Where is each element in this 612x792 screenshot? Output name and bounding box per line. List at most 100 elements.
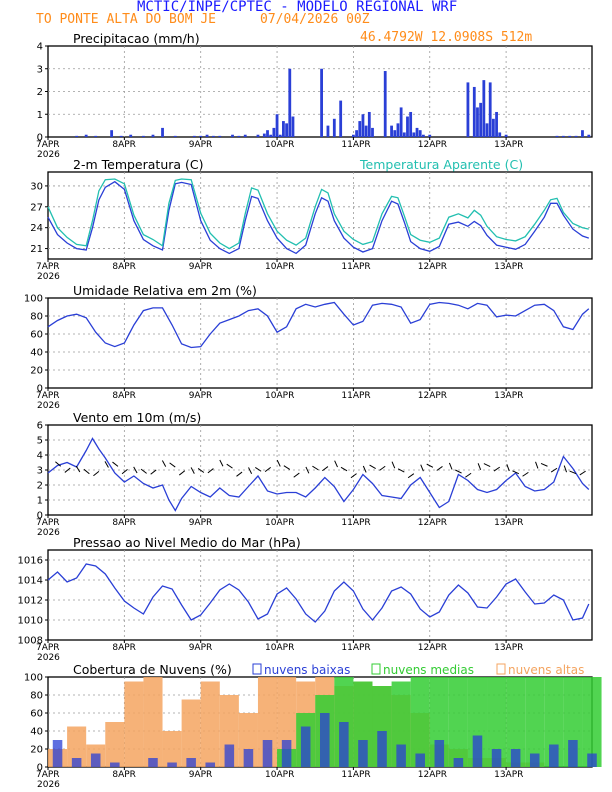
wind-arrow (226, 463, 233, 469)
precip-bar (262, 133, 266, 137)
pressure-ytick-label: 1016 (18, 556, 43, 567)
cloud-bar-nuvens-baixas (415, 753, 425, 767)
pressure-xtick-label: 8APR (112, 643, 136, 653)
rh-ytick-label: 60 (30, 330, 43, 341)
wind-arrow (178, 470, 186, 476)
precip-bar (151, 134, 155, 137)
clouds-ytick-label: 40 (30, 727, 43, 738)
precip-bar (574, 135, 578, 137)
precip-bar (504, 134, 508, 137)
precip-bar (110, 130, 114, 137)
wind-arrow (420, 464, 424, 472)
cloud-bar-nuvens-altas (143, 677, 163, 767)
wind-xtick-label: 7APR (36, 518, 60, 528)
precip-bar (129, 134, 133, 137)
cloud-bar-nuvens-medias (487, 677, 507, 767)
cloud-bar-nuvens-baixas (205, 762, 216, 767)
wind-arrow (55, 461, 62, 467)
temp-panel: 7APR 8APR 9APR 10APR 11APR 12APR 13APR 2026 21 24… (30, 157, 593, 282)
precip-xtick-label: 10APR (265, 140, 294, 150)
precip-bar (495, 111, 498, 137)
cloud-bar-nuvens-medias (582, 677, 602, 767)
precip-bar (269, 134, 273, 137)
wind-arrow (207, 468, 214, 474)
wind-arrow (362, 465, 367, 473)
precip-bar (428, 134, 432, 137)
pressure-xtick-label: 13APR (494, 643, 523, 653)
wind-arrow (161, 460, 167, 467)
cloud-bar-nuvens-baixas (52, 740, 63, 767)
precip-bar (339, 100, 343, 137)
precip-bar (266, 130, 269, 137)
precip-bar (367, 111, 371, 137)
pressure-ytick-label: 1012 (18, 596, 43, 607)
cloud-bar-nuvens-baixas (71, 758, 82, 767)
wind-arrow (150, 469, 157, 475)
cloud-bar-nuvens-altas (67, 726, 87, 767)
wind-arrow (121, 468, 128, 475)
wind-xtick-label: 9APR (189, 518, 213, 528)
wind-arrow (322, 466, 329, 472)
precip-bar (488, 82, 492, 137)
cloud-bar-nuvens-baixas (587, 753, 597, 767)
precip-bar (173, 135, 177, 137)
wind-arrow (397, 468, 405, 473)
precip-bar (418, 130, 422, 137)
precip-bar (561, 135, 565, 137)
rh-panel: 7APR 8APR 9APR 10APR 11APR 12APR 13APR 2026 0 20 4… (24, 283, 593, 411)
wind-arrow (535, 461, 539, 469)
precip-bar (371, 127, 374, 137)
temp-xtick-label: 7APR (36, 262, 60, 272)
precip-bar (278, 134, 282, 137)
precip-bar (243, 134, 247, 137)
wind-ytick-label: 2 (37, 481, 43, 492)
wind-arrow (448, 462, 453, 470)
cloud-bar-nuvens-baixas (472, 735, 483, 767)
wind-title: Vento em 10m (m/s) (73, 410, 201, 425)
wind-arrow (133, 466, 138, 474)
temp-year-label: 2026 (37, 272, 60, 282)
pressure-frame (47, 549, 593, 641)
temp-legend: Temperatura Aparente (C) (359, 157, 523, 172)
wind-xtick-label: 8APR (112, 518, 136, 528)
rh-ytick-label: 40 (30, 348, 43, 359)
coords-label: 46.4792W 12.0908S 512m (360, 30, 533, 45)
precip-bar (352, 134, 355, 137)
precip-bar (491, 118, 495, 137)
precip-bar (355, 130, 358, 137)
precip-bar (285, 123, 288, 137)
temp-ytick-label: 21 (30, 244, 43, 255)
location-label: TO PONTE ALTA DO BOM JE (36, 12, 217, 27)
temp-xtick-label: 10APR (265, 262, 294, 272)
wind-arrow (407, 473, 415, 479)
precip-bar (320, 68, 323, 137)
precip-bar (402, 132, 406, 137)
cloud-bar-nuvens-medias (410, 677, 430, 767)
precip-bar (466, 82, 470, 137)
temp-ytick-label: 30 (30, 181, 43, 192)
precip-xtick-label: 12APR (418, 140, 447, 150)
temp-xtick-label: 8APR (112, 262, 136, 272)
precip-bar (485, 123, 489, 137)
precip-bar (361, 114, 365, 137)
cloud-bar-nuvens-altas (181, 699, 201, 767)
cloud-bar-nuvens-baixas (320, 713, 330, 767)
wind-arrow (512, 470, 520, 475)
rh-xtick-label: 13APR (494, 391, 523, 401)
precip-bar (205, 134, 209, 137)
precip-panel: 7APR 8APR 9APR 10APR 11APR 12APR 13APR 2026 0 1 2 3… (36, 31, 593, 160)
wind-ytick-label: 0 (37, 511, 43, 522)
wind-arrow (436, 466, 443, 471)
wind-arrow (579, 470, 586, 476)
clouds-xtick-label: 11APR (341, 770, 370, 780)
cloud-bar-nuvens-baixas (110, 762, 120, 767)
pressure-title: Pressao ao Nivel Medio do Mar (hPa) (73, 535, 301, 550)
precip-bar (412, 132, 416, 137)
pressure-panel: 7APR 8APR 9APR 10APR 11APR 12APR 13APR 2026 1008… (18, 535, 593, 663)
precip-bar (218, 135, 222, 137)
precip-bar (358, 121, 362, 137)
cloud-bar-nuvens-altas (162, 731, 182, 767)
precip-bar (142, 135, 145, 137)
wind-arrow (140, 468, 147, 474)
rh-frame (47, 297, 593, 389)
